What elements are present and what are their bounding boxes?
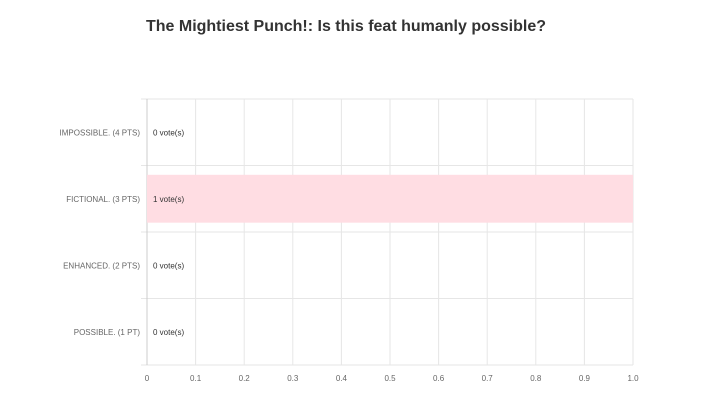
- data-label: 1 vote(s): [153, 195, 184, 204]
- x-tick-label: 0.2: [239, 374, 251, 383]
- x-tick-label: 0.5: [384, 374, 396, 383]
- x-tick-label: 0.4: [336, 374, 348, 383]
- bar-1: [147, 174, 633, 223]
- x-tick-label: 0.7: [482, 374, 494, 383]
- category-label: IMPOSSIBLE. (4 PTS): [60, 128, 141, 137]
- x-tick-label: 1.0: [627, 374, 639, 383]
- data-label: 0 vote(s): [153, 328, 184, 337]
- x-tick-label: 0.9: [579, 374, 591, 383]
- x-tick-label: 0.1: [190, 374, 202, 383]
- x-tick-label: 0: [145, 374, 150, 383]
- x-tick-label: 0.8: [530, 374, 542, 383]
- category-label: FICTIONAL. (3 PTS): [66, 195, 140, 204]
- x-tick-label: 0.3: [287, 374, 299, 383]
- data-label: 0 vote(s): [153, 128, 184, 137]
- category-label: ENHANCED. (2 PTS): [63, 261, 140, 270]
- x-tick-label: 0.6: [433, 374, 445, 383]
- category-label: POSSIBLE. (1 PT): [74, 328, 141, 337]
- chart-title: The Mightiest Punch!: Is this feat human…: [145, 18, 547, 35]
- data-label: 0 vote(s): [153, 261, 184, 270]
